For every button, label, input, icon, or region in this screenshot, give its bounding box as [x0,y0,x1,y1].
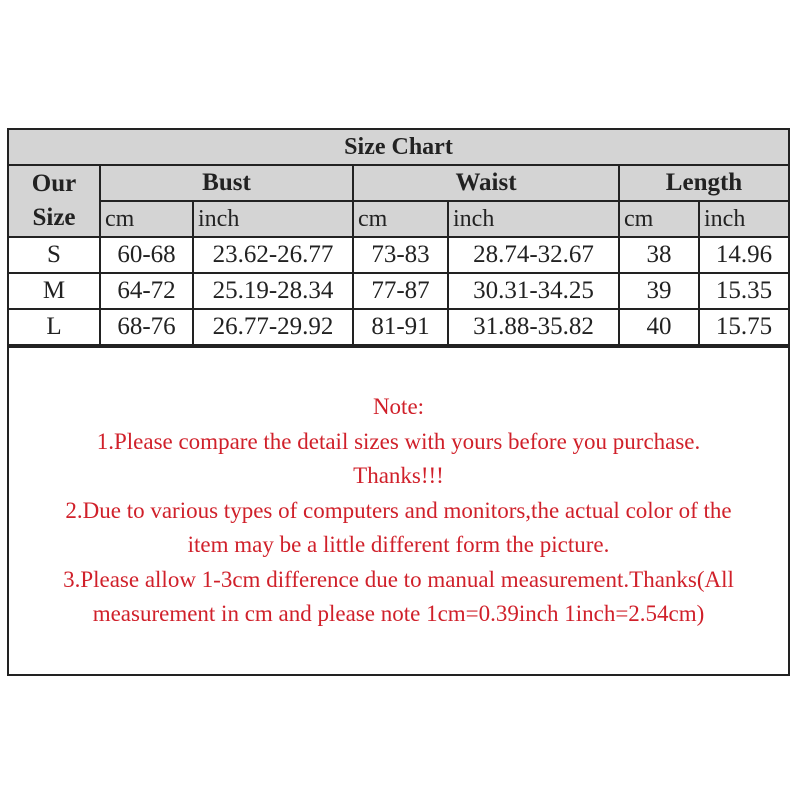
size-cell: L [9,308,101,346]
note-line: item may be a little different form the … [187,532,610,558]
value-cell: 23.62-26.77 [192,236,354,274]
size-cell: M [9,272,101,310]
value-cell: 68-76 [99,308,194,346]
value-cell: 30.31-34.25 [447,272,620,310]
note-line: measurement in cm and please note 1cm=0.… [92,601,705,627]
unit-header: inch [447,200,620,238]
table-title: Size Chart [9,130,788,166]
size-header-line2: Size [32,204,76,231]
value-cell: 14.96 [698,236,788,274]
bust-header: Bust [99,164,354,202]
size-cell: S [9,236,101,274]
value-cell: 40 [618,308,700,346]
size-header: Our Size [9,164,101,238]
unit-header: inch [192,200,354,238]
length-header: Length [618,164,788,202]
value-cell: 15.35 [698,272,788,310]
value-cell: 73-83 [352,236,449,274]
note-heading: Note: [372,394,425,420]
note-line: 1.Please compare the detail sizes with y… [96,428,701,454]
size-table: Size Chart Our Size Bust Waist Length cm… [9,130,788,346]
note-line: Thanks!!! [353,463,444,489]
value-cell: 28.74-32.67 [447,236,620,274]
value-cell: 26.77-29.92 [192,308,354,346]
size-header-line1: Our [31,170,77,197]
value-cell: 60-68 [99,236,194,274]
value-cell: 25.19-28.34 [192,272,354,310]
unit-header: inch [698,200,788,238]
unit-header: cm [100,200,194,238]
value-cell: 64-72 [99,272,194,310]
note-line: 2.Due to various types of computers and … [65,497,732,523]
note-line: 3.Please allow 1-3cm difference due to m… [63,566,734,592]
table-row: L 68-76 26.77-29.92 81-91 31.88-35.82 40… [9,308,788,346]
size-chart: Size Chart Our Size Bust Waist Length cm… [7,128,790,676]
table-row: M 64-72 25.19-28.34 77-87 30.31-34.25 39… [9,272,788,310]
table-row: S 60-68 23.62-26.77 73-83 28.74-32.67 38… [9,236,788,274]
value-cell: 15.75 [698,308,788,346]
unit-header: cm [352,200,449,238]
value-cell: 39 [618,272,700,310]
value-cell: 81-91 [352,308,449,346]
value-cell: 77-87 [352,272,449,310]
value-cell: 31.88-35.82 [447,308,620,346]
waist-header: Waist [352,164,620,202]
unit-header: cm [618,200,700,238]
notes-section: Note: 1.Please compare the detail sizes … [9,346,788,674]
value-cell: 38 [618,236,700,274]
